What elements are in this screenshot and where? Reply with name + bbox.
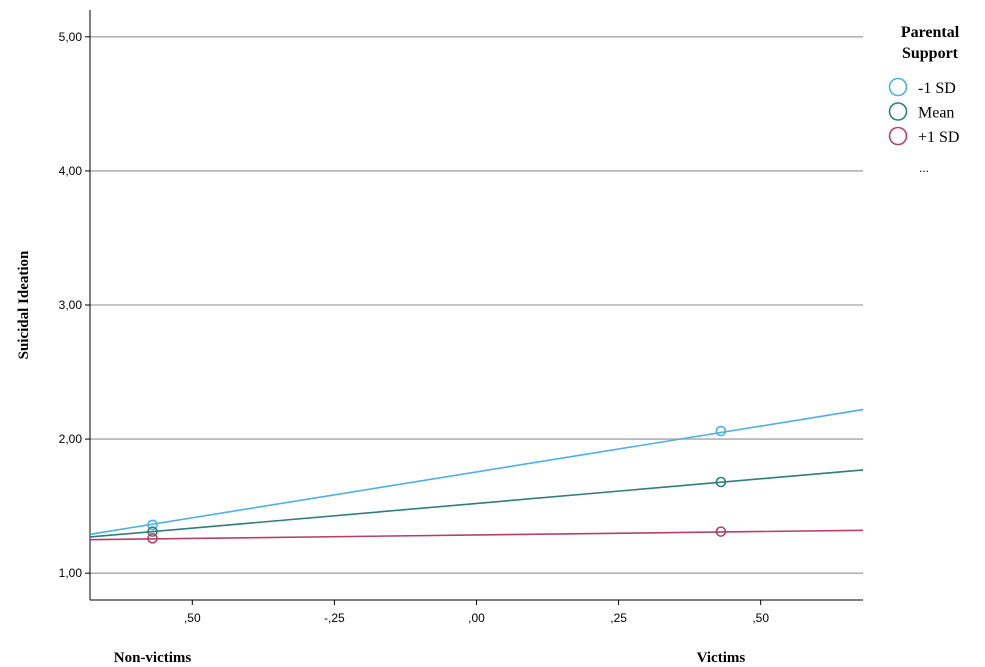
y-tick-label: 4,00: [59, 164, 83, 178]
y-tick-label: 5,00: [59, 30, 83, 44]
data-point: [715, 526, 727, 537]
gridlines: [90, 36, 863, 574]
data-point: [147, 533, 158, 544]
x-tick-label: ,50: [184, 611, 201, 625]
axes: [85, 10, 863, 605]
legend: Parental Support -1 SD Mean +1 SD...: [888, 24, 960, 175]
series-line: [89, 469, 864, 538]
legend-marker: [888, 77, 908, 97]
data-point: [715, 425, 727, 437]
series-lines: [89, 408, 864, 541]
y-axis-title: Suicidal Ideation: [16, 250, 32, 359]
legend-more: ...: [919, 161, 929, 175]
y-tick-label: 1,00: [59, 566, 83, 580]
series-points: [147, 425, 727, 544]
tick-labels: 1,00 2,00 3,00 4,00 5,00 ,50 -,25 ,00 ,25 ,50: [59, 30, 770, 625]
legend-title: Parental: [901, 24, 960, 41]
data-point: [147, 526, 158, 537]
legend-label: -1 SD: [918, 80, 956, 97]
x-tick-label: ,50: [752, 611, 769, 625]
x-tick-label: ,00: [468, 611, 485, 625]
legend-label: +1 SD: [918, 129, 959, 146]
legend-marker: [888, 102, 908, 121]
data-point: [147, 519, 158, 531]
series-line: [89, 529, 864, 541]
y-tick-label: 3,00: [59, 298, 83, 312]
legend-label: Mean: [918, 105, 954, 122]
group-labels: Non-victims Victims: [114, 650, 746, 666]
x-group-label: Non-victims: [114, 650, 192, 666]
x-tick-label: -,25: [324, 611, 345, 625]
legend-title: Support: [902, 45, 959, 62]
y-tick-label: 2,00: [59, 432, 83, 446]
series-line: [89, 408, 864, 536]
legend-marker: [888, 126, 908, 146]
data-point: [715, 476, 727, 488]
x-group-label: Victims: [697, 650, 746, 666]
x-tick-label: ,25: [610, 611, 627, 625]
